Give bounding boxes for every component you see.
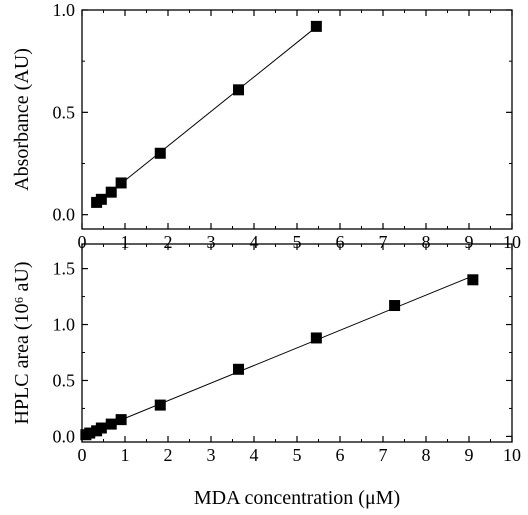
data-point [154,147,166,159]
data-point [389,300,401,312]
data-point [95,193,107,205]
plot-frame [81,243,513,443]
data-point [310,332,322,344]
data-point [95,422,107,434]
data-point [233,363,245,375]
x-tick-label: 3 [207,232,216,252]
hplc-area-panel: 0 1 2 3 4 5 6 7 8 9 10 0.0 0.5 1.0 1.5 HPLC area (10⁶ a… [11,243,521,509]
y-axis-title: Absorbance (AU) [11,48,33,191]
data-point [310,20,322,32]
x-tick-label: 1 [121,232,130,252]
x-tick-label: 0 [78,445,87,465]
x-tick-label: 2 [164,232,173,252]
data-point [154,399,166,411]
data-point [105,186,117,198]
y-tick-label: 1.0 [53,0,76,20]
x-axis-title: MDA concentration (μM) [194,487,400,509]
y-tick-label: 0.0 [53,205,76,225]
data-point [115,177,127,189]
x-tick-label: 6 [336,232,345,252]
y-axis-title: HPLC area (10⁶ aU) [11,261,33,424]
x-tick-label: 4 [250,445,259,465]
x-tick-label: 5 [293,445,302,465]
fit-line [85,275,474,435]
x-tick-label: 7 [379,445,388,465]
x-tick-label: 4 [250,232,259,252]
x-tick-label: 8 [422,232,431,252]
x-tick-label: 6 [336,445,345,465]
x-tick-label: 5 [293,232,302,252]
x-tick-label: 8 [422,445,431,465]
x-tick-label: 7 [379,232,388,252]
data-point [467,274,479,286]
data-point [105,418,117,430]
y-tick-label: 0.0 [53,426,76,446]
x-tick-label: 0 [78,232,87,252]
data-point [84,427,96,439]
x-tick-label: 10 [503,232,521,252]
y-tick-label: 0.5 [53,102,76,122]
data-point [233,84,245,96]
x-tick-label: 2 [164,445,173,465]
data-point [115,414,127,426]
x-tick-label: 9 [465,232,474,252]
absorbance-panel: 0 1 2 3 4 5 6 7 8 9 10 0.0 0.5 1.0 Absorbance (AU) [11,0,521,252]
x-tick-label: 10 [503,445,521,465]
x-tick-label: 3 [207,445,216,465]
y-tick-label: 1.5 [53,259,76,279]
y-tick-label: 0.5 [53,370,76,390]
fit-line [96,26,317,204]
x-tick-label: 9 [465,445,474,465]
y-tick-label: 1.0 [53,315,76,335]
x-tick-label: 1 [121,445,130,465]
